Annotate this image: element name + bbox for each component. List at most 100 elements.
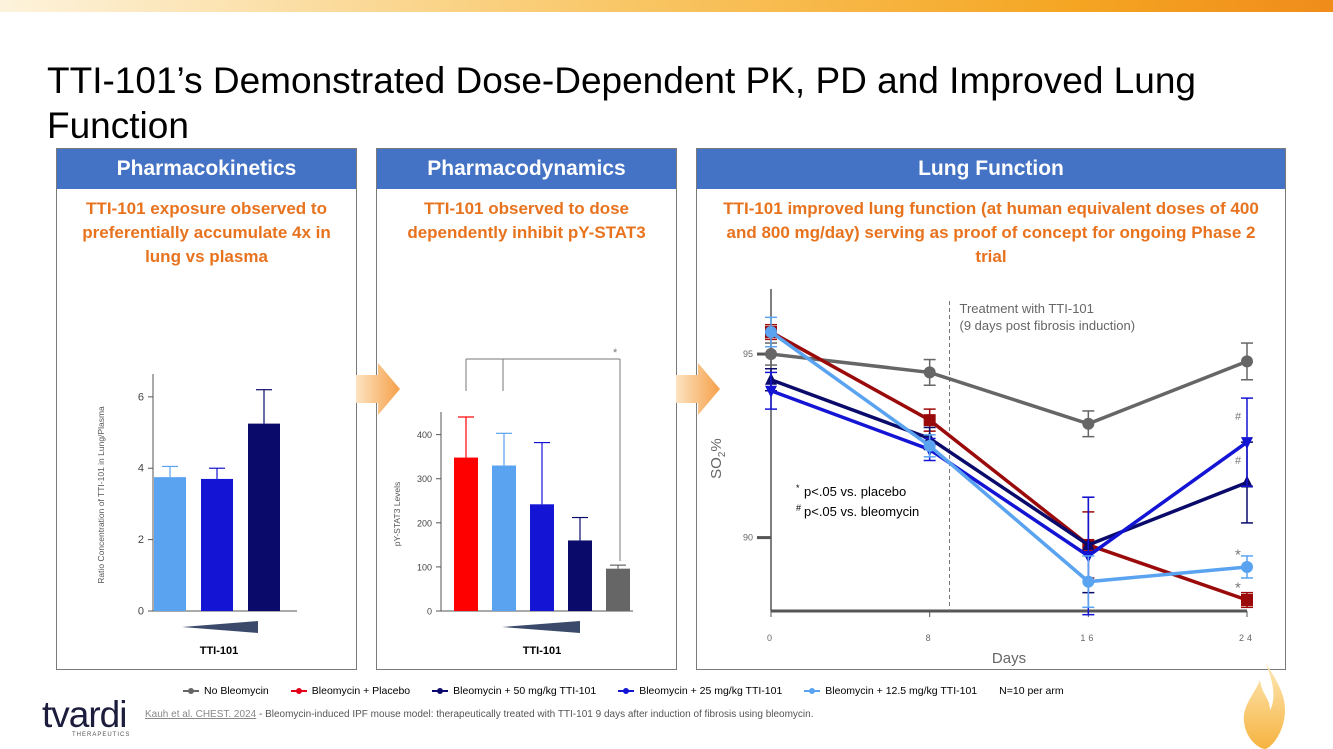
legend-item: Bleomycin + Placebo [290, 685, 411, 697]
lung-chart: 90 95 0 8 16 24 Days SO2% Treatment with TTI-101… [708, 289, 1255, 667]
top-accent-bar [0, 0, 1333, 12]
bar [492, 465, 516, 611]
pd-panel-header: Pharmacodynamics [377, 149, 676, 189]
note-star-symbol: * [796, 483, 800, 493]
y-tick-label: 300 [417, 474, 432, 484]
bar [248, 423, 280, 611]
legend-swatch [804, 688, 821, 694]
sig-hash-mark: # [1235, 455, 1242, 467]
legend-swatch [618, 688, 635, 694]
y-tick-label: 6 [138, 391, 144, 403]
pk-panel: Pharmacokinetics TTI-101 exposure observ… [56, 148, 357, 670]
page-title: TTI-101’s Demonstrated Dose-Dependent PK… [47, 60, 1196, 146]
note-hash-symbol: # [796, 503, 801, 513]
treatment-label: Treatment with TTI-101 [960, 301, 1094, 316]
sig-star-mark: * [1235, 580, 1241, 597]
pk-panel-header: Pharmacokinetics [57, 149, 356, 189]
y-axis-label: Ratio Concentration of TTI-101 in Lung/P… [96, 406, 106, 584]
x-tick-label: 24 [1239, 633, 1255, 643]
dose-wedge [182, 621, 258, 633]
legend-label: Bleomycin + 25 mg/kg TTI-101 [639, 685, 783, 697]
lung-panel-header: Lung Function [697, 149, 1285, 189]
citation-text: - Bleomycin-induced IPF mouse model: the… [256, 709, 814, 720]
y-axis-label-sub: 2 [717, 451, 728, 457]
y-tick-label: 100 [417, 562, 432, 572]
bar [568, 540, 592, 611]
legend-label: No Bleomycin [204, 685, 269, 697]
pd-panel: Pharmacodynamics TTI-101 observed to dos… [376, 148, 677, 670]
legend-item: Bleomycin + 50 mg/kg TTI-101 [432, 685, 596, 697]
dose-wedge [502, 621, 580, 633]
y-tick-label: 400 [417, 430, 432, 440]
legend-swatch [183, 688, 199, 694]
series-line [770, 378, 1248, 547]
x-axis-label: TTI-101 [523, 645, 562, 657]
lung-panel: Lung Function TTI-101 improved lung func… [696, 148, 1286, 670]
y-tick-label: 2 [138, 534, 144, 546]
y-axis-label-suffix: % [708, 438, 725, 451]
y-axis-label: pY-STAT3 Levels [392, 482, 402, 547]
note-hash-text: p<.05 vs. bleomycin [804, 504, 919, 519]
x-tick-label: 0 [767, 633, 775, 643]
treatment-label-sub: (9 days post fibrosis induction) [960, 318, 1136, 333]
bar [454, 457, 478, 611]
series-line [770, 330, 1248, 602]
data-point [1241, 355, 1253, 368]
series-line [770, 389, 1249, 559]
bar [201, 478, 233, 611]
legend-item: Bleomycin + 12.5 mg/kg TTI-101 [804, 685, 977, 697]
citation: Kauh et al. CHEST. 2024 - Bleomycin-indu… [145, 709, 814, 720]
pd-chart: 0 100 200 300 400 TTI-101 pY-STAT3 Levels * [392, 347, 633, 657]
legend-n-label: N=10 per arm [999, 685, 1064, 697]
series-line [770, 352, 1248, 426]
flame-icon [1243, 662, 1286, 749]
data-point [1241, 437, 1253, 450]
legend-item: No Bleomycin [183, 685, 269, 697]
flow-arrow-icon [676, 363, 720, 415]
x-axis-label: TTI-101 [200, 645, 239, 657]
legend-swatch [432, 688, 449, 694]
bar [606, 568, 630, 611]
flow-arrow-icon [356, 363, 400, 415]
y-tick-label: 90 [743, 533, 753, 543]
company-logo: tvardi [42, 694, 127, 735]
data-point [1082, 417, 1095, 430]
lung-panel-subtitle: TTI-101 improved lung function (at human… [723, 199, 1259, 266]
y-tick-label: 0 [427, 607, 432, 617]
data-point [1241, 593, 1253, 606]
legend-label: Bleomycin + Placebo [311, 685, 411, 697]
data-point [765, 348, 777, 361]
legend-swatch [290, 688, 307, 694]
company-logo-subtitle: THERAPEUTICS [72, 732, 131, 738]
legend-label: Bleomycin + 12.5 mg/kg TTI-101 [825, 685, 978, 697]
legend-item: Bleomycin + 25 mg/kg TTI-101 [618, 685, 782, 697]
chart-legend: No Bleomycin Bleomycin + Placebo Bleomycin… [183, 684, 1064, 698]
data-point [923, 439, 936, 452]
pk-chart: 0 2 4 6 TTI-101 Ratio Concentration of TTI-10… [96, 374, 297, 657]
citation-link[interactable]: Kauh et al. CHEST. 2024 [145, 709, 257, 720]
y-axis-label-text: SO [708, 457, 725, 479]
data-point [1082, 575, 1095, 588]
note-star-text: p<.05 vs. placebo [804, 484, 906, 499]
pk-panel-subtitle: TTI-101 exposure observed to preferentia… [82, 199, 331, 266]
data-point [765, 385, 777, 398]
x-axis-label: Days [992, 650, 1026, 667]
y-axis-label: SO2% [708, 438, 728, 479]
legend-label: Bleomycin + 50 mg/kg TTI-101 [453, 685, 597, 697]
bar [154, 477, 186, 611]
series-line [769, 330, 1248, 584]
y-tick-label: 200 [417, 518, 432, 528]
x-tick-label: 16 [1080, 633, 1096, 643]
y-tick-label: 4 [138, 463, 144, 475]
significance-star: * [613, 347, 618, 359]
data-point [765, 326, 777, 339]
sig-star-mark: * [1235, 547, 1241, 564]
data-point [923, 414, 936, 427]
y-tick-label: 95 [743, 349, 753, 359]
sig-hash-mark: # [1235, 411, 1242, 423]
x-tick-label: 8 [926, 633, 934, 643]
data-point [923, 366, 936, 379]
pd-panel-subtitle: TTI-101 observed to dose dependently inh… [407, 199, 646, 242]
data-point [1241, 560, 1253, 573]
y-tick-label: 0 [138, 606, 144, 618]
